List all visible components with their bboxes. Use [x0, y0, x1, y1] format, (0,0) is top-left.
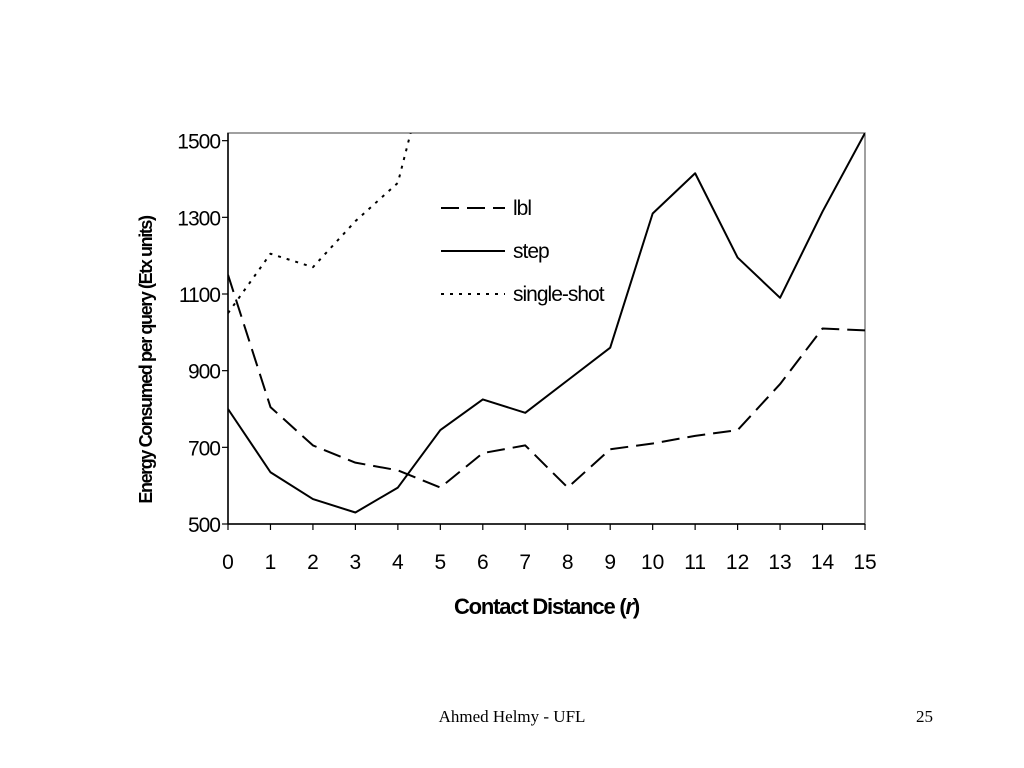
y-tick-label: 1500 — [177, 131, 220, 154]
x-tick-label: 15 — [853, 551, 876, 574]
legend-label-single-shot: single-shot — [513, 283, 605, 306]
y-tick-label: 1100 — [179, 284, 220, 307]
legend-label-step: step — [513, 240, 549, 263]
y-tick-label: 1300 — [177, 207, 220, 230]
x-tick-label: 14 — [811, 551, 835, 574]
series-line-step — [228, 133, 865, 514]
x-tick-label: 8 — [562, 551, 574, 574]
x-tick-label: 6 — [477, 551, 489, 574]
footer-author: Ahmed Helmy - UFL — [438, 707, 586, 726]
x-tick-label: 0 — [222, 551, 234, 574]
y-tick-label: 900 — [188, 361, 220, 384]
y-tick-label: 500 — [188, 514, 220, 537]
legend-label-lbl: lbl — [513, 197, 531, 220]
x-tick-label: 9 — [604, 551, 616, 574]
x-tick-label: 13 — [768, 551, 791, 574]
x-tick-label: 11 — [684, 551, 706, 574]
x-tick-label: 7 — [519, 551, 531, 574]
x-tick-label: 4 — [392, 551, 404, 574]
x-axis-title: Contact Distance (r) — [454, 594, 640, 619]
y-axis-title: Energy Consumed per query (Etx units) — [136, 215, 156, 504]
x-tick-label: 10 — [641, 551, 664, 574]
x-tick-label: 1 — [265, 551, 277, 574]
series-line-lbl — [228, 274, 865, 489]
x-tick-label: 5 — [434, 551, 446, 574]
series-group — [228, 133, 865, 514]
series-line-single-shot — [228, 133, 412, 314]
x-tick-label: 3 — [350, 551, 362, 574]
page-number: 25 — [916, 707, 933, 726]
x-tick-label: 2 — [307, 551, 319, 574]
x-tick-label: 12 — [726, 551, 749, 574]
y-tick-label: 700 — [188, 437, 220, 460]
